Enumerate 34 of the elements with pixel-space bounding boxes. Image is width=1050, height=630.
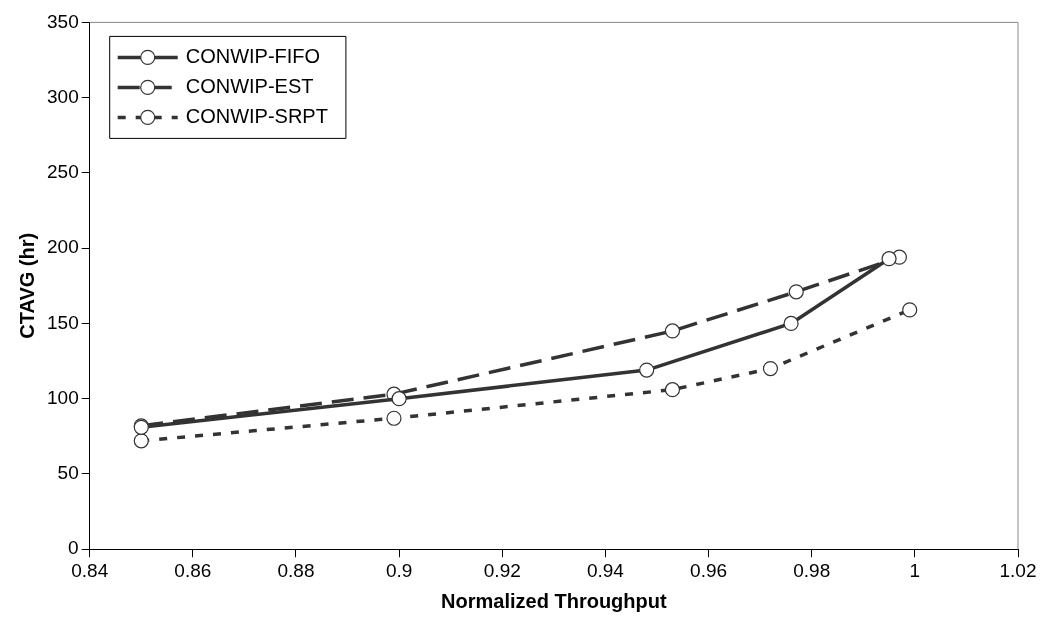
y-axis-title: CTAVG (hr) [15,232,38,339]
point [783,315,799,332]
y-tick-label: 300 [47,85,79,107]
legend-label: CONWIP-FIFO [185,44,321,67]
point [391,391,407,407]
y-tick-label: 250 [47,161,79,183]
x-tick-label: 0.86 [174,559,212,581]
x-tick-label: 0.98 [793,559,831,581]
y-tick-label: 100 [47,386,79,408]
x-tick-label: 1.02 [999,559,1037,581]
y-tick-label: 350 [47,10,79,32]
x-tick-label: 0.92 [483,559,521,581]
point [902,302,918,318]
x-tick-label: 1 [909,559,921,581]
x-axis-title: Normalized Throughput [441,589,667,612]
y-tick-label: 200 [47,236,79,258]
x-tick-label: 0.96 [690,559,728,581]
legend-label: CONWIP-EST [185,74,314,97]
point [133,433,149,449]
x-tick-label: 0.9 [385,559,413,581]
point [788,284,804,300]
point [664,323,681,339]
legend-label: CONWIP-SRPT [185,104,328,127]
x-tick-label: 0.94 [586,559,625,581]
point [881,251,897,267]
y-tick-label: 150 [47,311,79,333]
point [762,360,779,377]
x-tick-label: 0.84 [71,559,109,581]
point [386,410,402,426]
y-tick-label: 50 [57,462,79,484]
point [664,382,681,398]
x-tick-label: 0.88 [277,559,315,581]
y-tick-label: 0 [68,537,79,559]
point [639,362,655,378]
